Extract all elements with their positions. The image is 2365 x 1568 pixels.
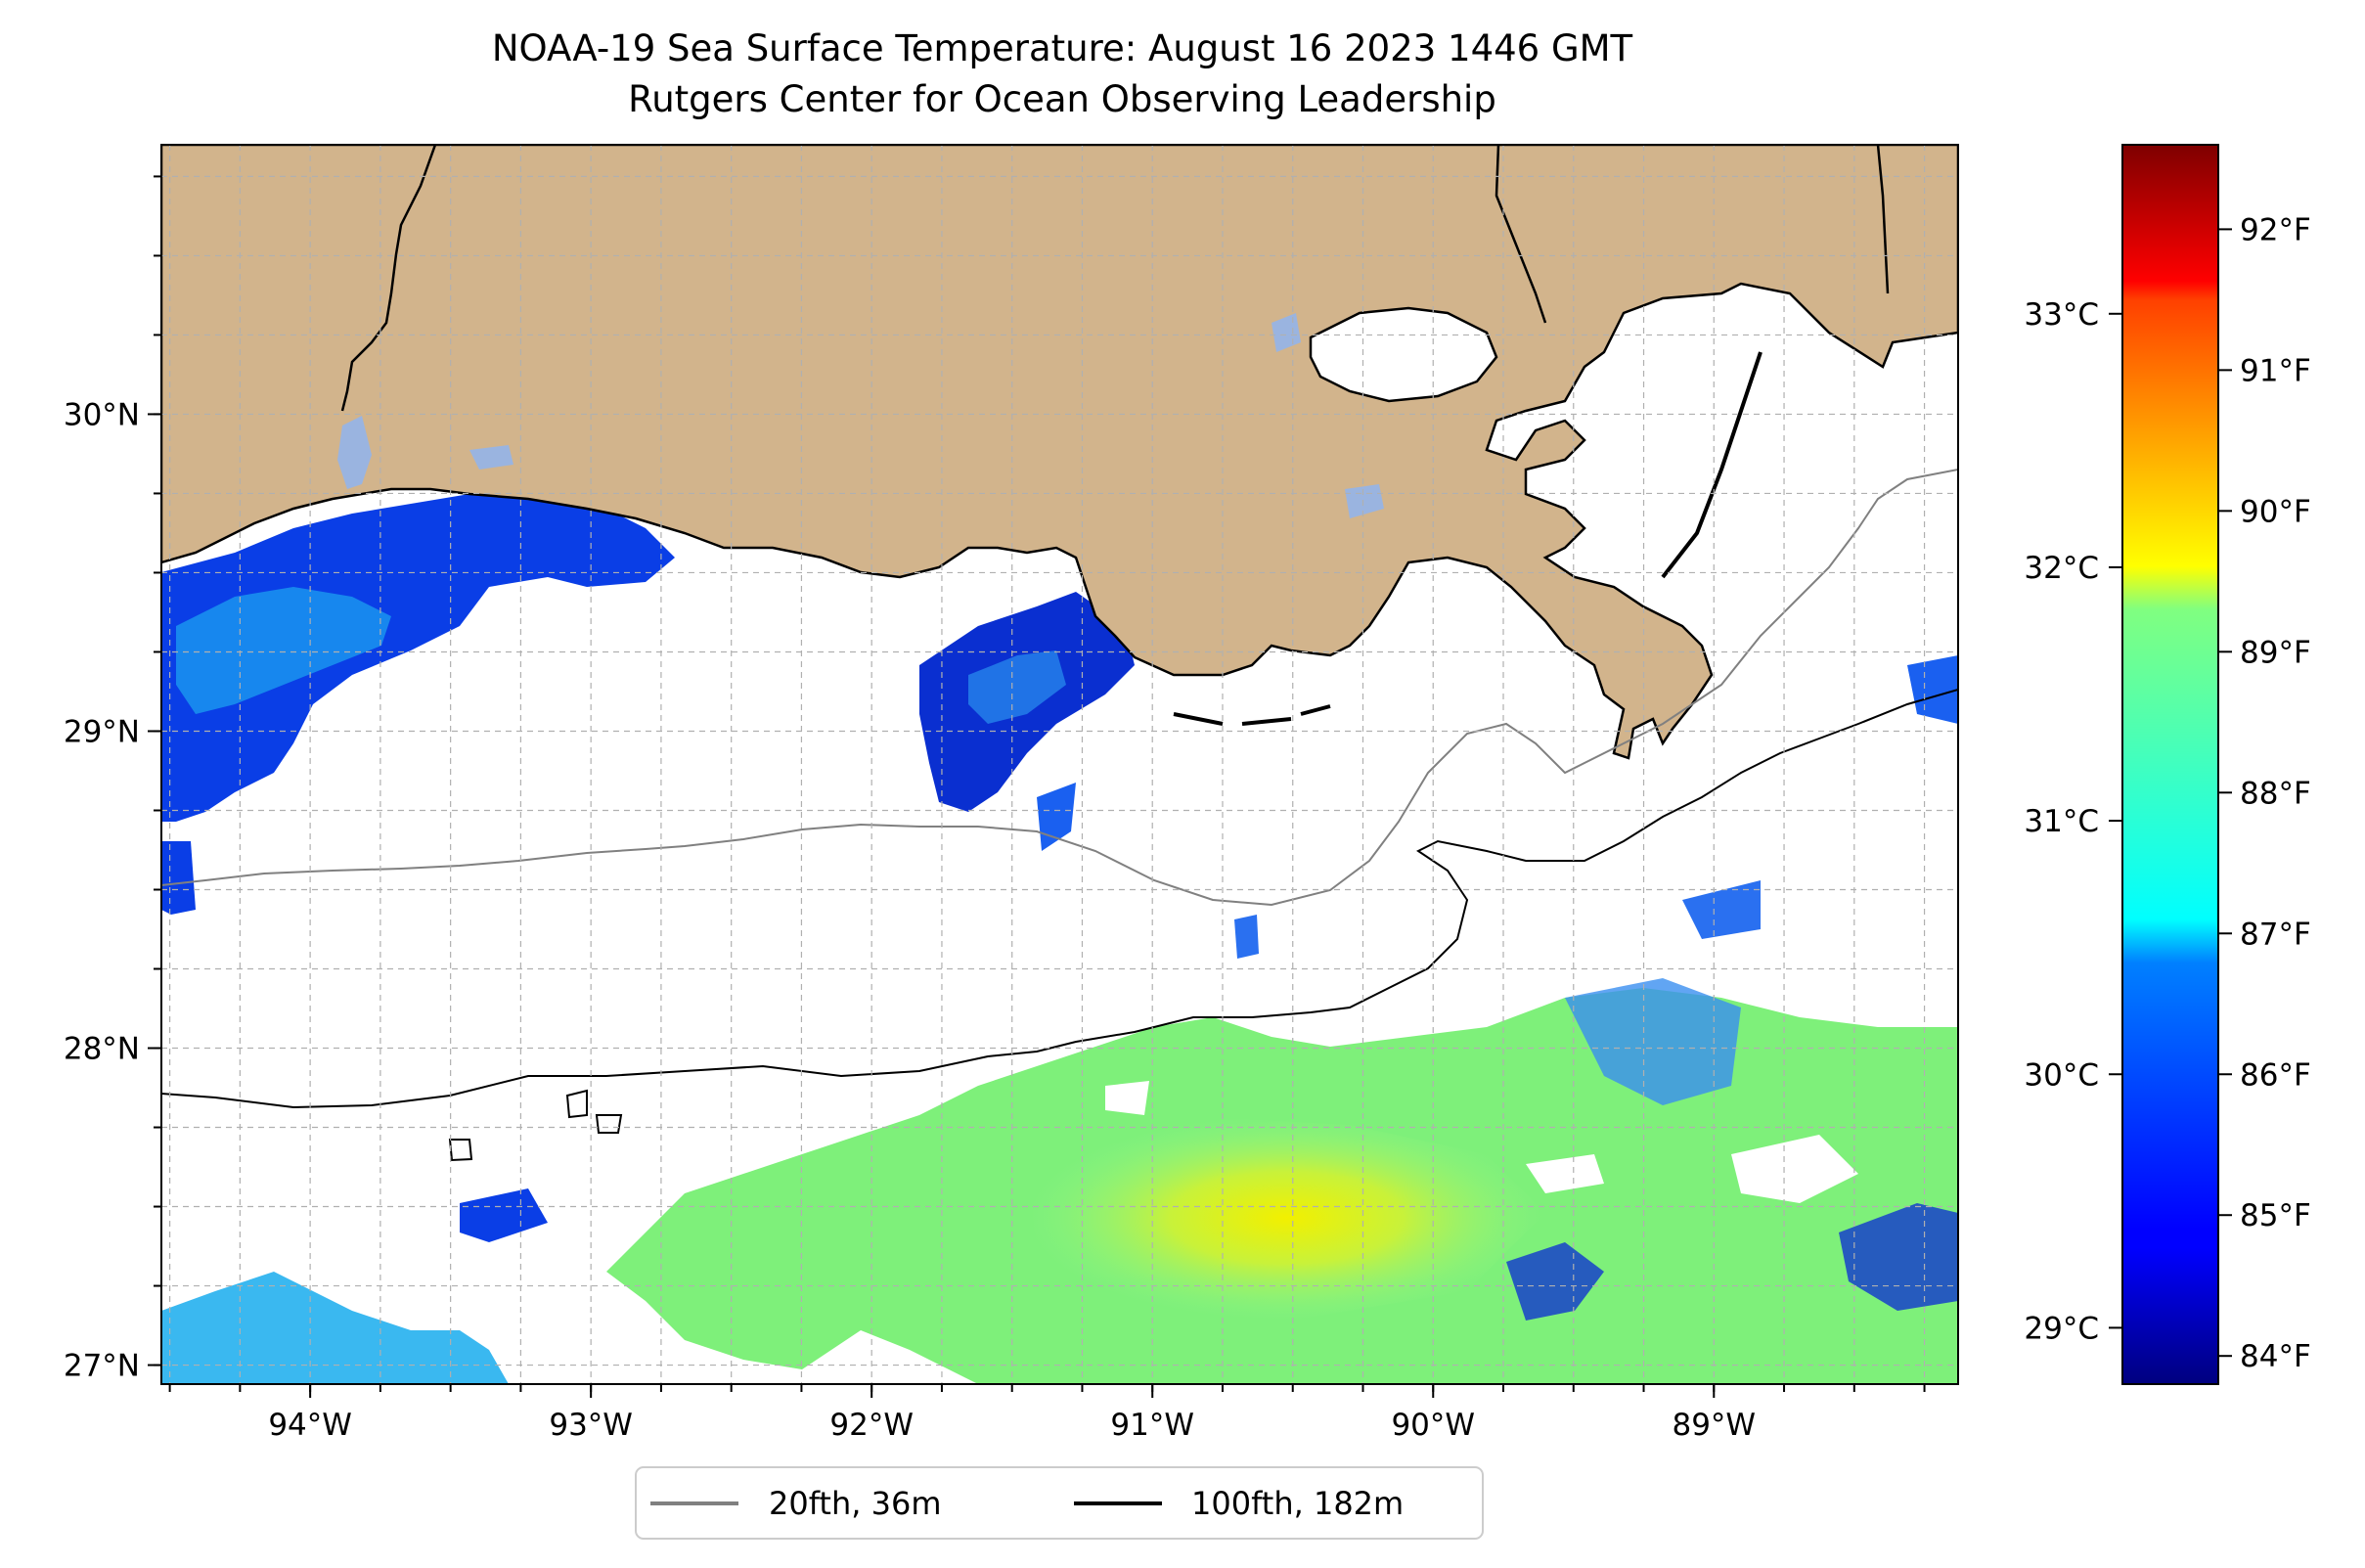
y-tick-label: 30°N [64,397,140,432]
colorbar-gradient [2122,145,2218,1384]
map-ticks: 94°W 93°W 92°W 91°W 90°W 89°W 30°N 29°N 28°N 27°N [64,175,1926,1443]
sst-patch-southwest-small [460,1188,548,1242]
colorbar-label-f: 84°F [2240,1339,2311,1374]
contour-100fth-bank-1 [565,1089,588,1119]
map-title: NOAA-19 Sea Surface Temperature: August … [491,27,1633,69]
cloud-gap-3 [1526,1154,1604,1193]
sst-patch-west-edge [161,841,196,915]
y-tick-label: 27°N [64,1349,140,1384]
x-tick-label: 91°W [1110,1408,1194,1443]
sst-patch-south-cool-2 [1506,1242,1604,1321]
state-border-east [1876,145,1890,294]
state-border-mid [1495,145,1547,324]
contour-100fth-bank-3 [595,1114,623,1134]
x-tick-label: 94°W [268,1408,352,1443]
colorbar-label-c: 29°C [2024,1311,2099,1346]
gridlines [161,145,1958,1384]
barrier-islands-south [1173,704,1331,726]
map-frame [160,144,1959,1385]
legend: 20fth, 36m 100fth, 182m [635,1466,1484,1540]
colorbar-label-f: 89°F [2240,635,2311,670]
colorbar-label-c: 30°C [2024,1057,2099,1093]
colorbar-label-f: 87°F [2240,917,2311,952]
x-tick-label: 92°W [829,1408,914,1443]
land-louisiana [161,145,1958,760]
colorbar-frame [2121,144,2219,1385]
contour-100fth-bank-2 [448,1139,473,1162]
sst-patch-central-warm [968,650,1066,724]
map-subtitle: Rutgers Center for Ocean Observing Leade… [628,78,1496,120]
sst-patch-south-cool-1 [1565,978,1741,1105]
colorbar-label-f: 86°F [2240,1057,2311,1093]
colorbar-label-c: 32°C [2024,551,2099,586]
sst-patch-east-2 [1682,880,1761,939]
colorbar-label-f: 85°F [2240,1198,2311,1233]
sst-patch-west-nearshore [161,494,675,822]
lake-pontchartrain [1309,306,1498,403]
cloud-gap-1 [1105,1081,1149,1115]
lake-grand [1345,484,1384,518]
colorbar-label-f: 92°F [2240,212,2311,247]
legend-label-100fth: 100fth, 182m [1191,1485,1404,1522]
legend-label-20fth: 20fth, 36m [769,1485,941,1522]
colorbar-label-c: 33°C [2024,297,2099,333]
sst-patch-small-2 [1234,915,1259,959]
colorbar-label-f: 88°F [2240,776,2311,811]
x-tick-label: 89°W [1672,1408,1756,1443]
cloud-gap-2 [1731,1135,1858,1203]
sst-satellite-patches [161,494,1958,1384]
contour-100fth [161,689,1958,1109]
lake-white [469,445,513,470]
river-border-west [340,145,437,412]
sst-patch-south-warm-core [1027,1115,1545,1321]
sst-patch-south-cool-3 [1839,1203,1958,1311]
x-tick-label: 90°W [1391,1408,1475,1443]
lake-calcasieu [337,416,372,489]
sst-patch-east-1 [1907,655,1958,724]
colorbar-ticks: 84°F 85°F 86°F 87°F 88°F 89°F 90°F 91°F 92°F 29°C… [2024,212,2310,1374]
colorbar-label-f: 90°F [2240,494,2311,529]
colorbar-label-f: 91°F [2240,353,2311,388]
y-tick-label: 29°N [64,714,140,749]
sst-patch-west-warm [176,587,391,714]
colorbar: 84°F 85°F 86°F 87°F 88°F 89°F 90°F 91°F 92°F 29°C… [2024,144,2311,1385]
map-panel [161,145,1958,1384]
sst-patch-southwest-band [161,1272,509,1384]
barrier-islands-east [1661,351,1763,579]
colorbar-label-c: 31°C [2024,804,2099,839]
y-tick-label: 28°N [64,1032,140,1067]
legend-box [635,1466,1484,1540]
lake-maurepas [1272,313,1301,352]
x-tick-label: 93°W [549,1408,633,1443]
